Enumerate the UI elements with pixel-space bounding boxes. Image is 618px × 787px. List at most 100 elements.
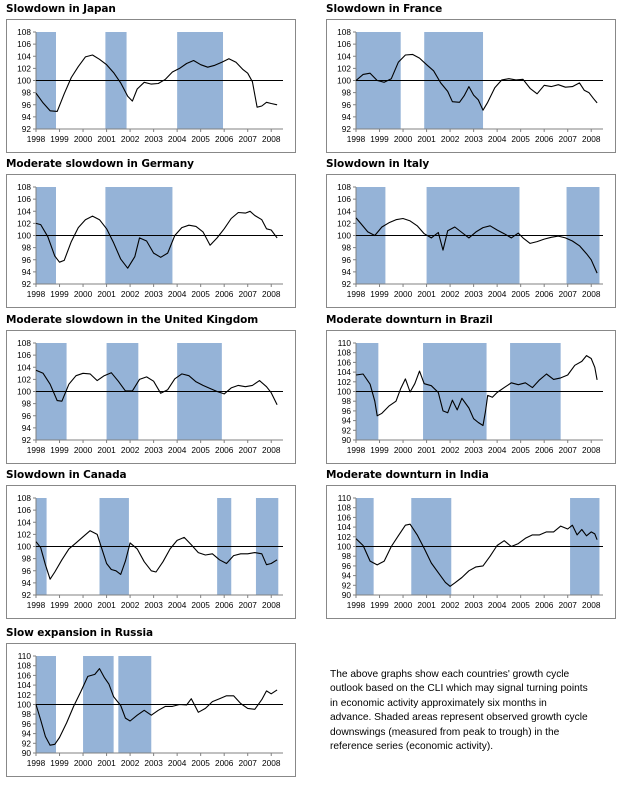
- y-tick-label: 94: [22, 112, 32, 122]
- y-tick-label: 96: [342, 561, 352, 571]
- x-tick-label: 1998: [27, 758, 46, 768]
- x-tick-label: 1999: [370, 134, 389, 144]
- x-tick-label: 2007: [238, 289, 257, 299]
- note-line: in economic activity approximately six m…: [330, 697, 547, 709]
- x-tick-label: 2003: [144, 445, 163, 455]
- y-tick-label: 100: [17, 231, 31, 241]
- x-tick-label: 2008: [582, 289, 601, 299]
- y-tick-label: 96: [22, 566, 32, 576]
- x-tick-label: 2003: [144, 289, 163, 299]
- y-tick-label: 92: [342, 580, 352, 590]
- y-tick-label: 102: [17, 529, 31, 539]
- x-tick-label: 2000: [394, 600, 413, 610]
- x-tick-label: 2005: [511, 445, 530, 455]
- note-line: reference series (economic activity).: [330, 741, 494, 753]
- chart-svg: 92 94 96 98 100 102 104 106 108 1998 1999 2000 2001 2…: [326, 174, 616, 308]
- x-tick-label: 2003: [464, 134, 483, 144]
- y-tick-label: 106: [17, 194, 31, 204]
- chart-svg: 92 94 96 98 100 102 104 106 108 1998 1999 2000 2001 2…: [6, 485, 296, 619]
- x-tick-label: 2004: [168, 134, 187, 144]
- y-tick-label: 92: [22, 124, 32, 134]
- x-tick-label: 2006: [215, 445, 234, 455]
- y-tick-label: 108: [17, 661, 31, 671]
- x-tick-label: 2005: [191, 758, 210, 768]
- y-tick-label: 106: [337, 357, 351, 367]
- y-tick-label: 104: [17, 206, 31, 216]
- x-tick-label: 2006: [215, 134, 234, 144]
- x-tick-label: 2001: [97, 600, 116, 610]
- x-tick-label: 2001: [417, 600, 436, 610]
- x-tick-label: 1999: [50, 600, 69, 610]
- x-tick-label: 1998: [27, 134, 46, 144]
- chart-panel-india: Moderate downturn in India 90 92 94 96 98 100…: [326, 469, 616, 619]
- x-tick-label: 2006: [535, 445, 554, 455]
- x-tick-label: 2002: [121, 600, 140, 610]
- y-tick-label: 90: [342, 590, 352, 600]
- chart-title: Slowdown in France: [326, 3, 443, 15]
- y-tick-label: 98: [22, 88, 32, 98]
- y-tick-label: 94: [342, 267, 352, 277]
- x-tick-label: 2002: [121, 758, 140, 768]
- y-tick-label: 102: [17, 63, 31, 73]
- cli-series-line: [35, 369, 278, 406]
- x-tick-label: 2007: [238, 758, 257, 768]
- y-tick-label: 100: [17, 542, 31, 552]
- y-tick-label: 106: [337, 194, 351, 204]
- chart-title: Moderate slowdown in the United Kingdom: [6, 314, 259, 326]
- note-line: downswings (measured from peak to trough…: [330, 726, 560, 738]
- x-tick-label: 2001: [97, 758, 116, 768]
- x-tick-label: 2003: [144, 134, 163, 144]
- y-tick-label: 104: [17, 51, 31, 61]
- y-tick-label: 110: [338, 338, 352, 348]
- x-tick-label: 2003: [464, 600, 483, 610]
- chart-panel-japan: Slowdown in Japan 92 94 96 98 100 102 104 106 10…: [6, 3, 296, 153]
- y-tick-label: 96: [22, 255, 32, 265]
- x-tick-label: 2008: [582, 600, 601, 610]
- explanatory-note: The above graphs show each countries' gr…: [330, 668, 618, 754]
- x-tick-label: 2004: [168, 445, 187, 455]
- x-tick-label: 2003: [144, 758, 163, 768]
- y-tick-label: 100: [337, 76, 351, 86]
- y-tick-label: 92: [342, 124, 352, 134]
- x-tick-label: 1999: [50, 289, 69, 299]
- x-tick-label: 2000: [74, 289, 93, 299]
- chart-title: Slowdown in Italy: [326, 158, 430, 170]
- y-tick-label: 92: [22, 279, 32, 289]
- x-tick-label: 2004: [488, 600, 507, 610]
- chart-svg: 92 94 96 98 100 102 104 106 108 1998 1999 2000 2001 2…: [6, 174, 296, 308]
- cli-series-line: [355, 53, 598, 111]
- y-tick-label: 92: [22, 435, 32, 445]
- y-tick-label: 98: [22, 243, 32, 253]
- y-tick-label: 100: [337, 542, 351, 552]
- cli-series-line: [35, 54, 278, 112]
- chart-svg: 92 94 96 98 100 102 104 106 108 1998 1999 2000 2001 2…: [6, 330, 296, 464]
- x-tick-label: 2007: [238, 134, 257, 144]
- x-tick-label: 1998: [27, 600, 46, 610]
- y-tick-label: 106: [337, 512, 351, 522]
- x-tick-label: 2004: [168, 600, 187, 610]
- note-line: outlook based on the CLI which may signa…: [330, 683, 588, 695]
- y-tick-label: 94: [22, 729, 32, 739]
- x-tick-label: 1999: [370, 445, 389, 455]
- x-tick-label: 2000: [394, 289, 413, 299]
- y-tick-label: 94: [342, 416, 352, 426]
- x-tick-label: 2007: [558, 445, 577, 455]
- x-tick-label: 2008: [582, 445, 601, 455]
- x-tick-label: 2004: [488, 289, 507, 299]
- y-tick-label: 108: [337, 348, 351, 358]
- y-tick-label: 90: [342, 435, 352, 445]
- y-tick-label: 104: [337, 206, 351, 216]
- y-tick-label: 96: [342, 100, 352, 110]
- x-tick-label: 2002: [121, 445, 140, 455]
- y-tick-label: 96: [22, 411, 32, 421]
- y-tick-label: 106: [17, 39, 31, 49]
- y-tick-label: 92: [22, 590, 32, 600]
- y-tick-label: 104: [17, 362, 31, 372]
- x-tick-label: 2002: [121, 134, 140, 144]
- y-tick-label: 104: [337, 367, 351, 377]
- x-tick-label: 2007: [238, 445, 257, 455]
- chart-title: Moderate slowdown in Germany: [6, 158, 194, 170]
- y-tick-label: 108: [337, 182, 351, 192]
- y-tick-label: 98: [342, 88, 352, 98]
- y-tick-label: 96: [22, 100, 32, 110]
